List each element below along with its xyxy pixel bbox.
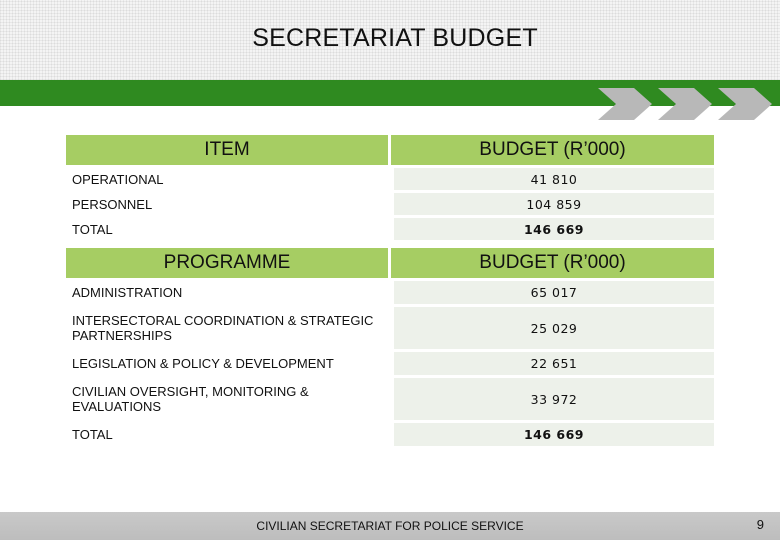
row-label: CIVILIAN OVERSIGHT, MONITORING & EVALUAT… [66, 378, 391, 420]
row-value: 25 029 [391, 307, 714, 349]
table-header-row: ITEM BUDGET (R’000) [66, 135, 714, 165]
footer-organisation: CIVILIAN SECRETARIAT FOR POLICE SERVICE [256, 519, 524, 533]
row-label: LEGISLATION & POLICY & DEVELOPMENT [66, 352, 391, 375]
row-value: 146 669 [391, 218, 714, 240]
table-row: OPERATIONAL 41 810 [66, 168, 714, 190]
slide-title: SECRETARIAT BUDGET [252, 24, 538, 52]
budget-column-header: BUDGET (R’000) [391, 248, 714, 278]
row-value: 104 859 [391, 193, 714, 215]
table-row: PERSONNEL 104 859 [66, 193, 714, 215]
budget-column-header: BUDGET (R’000) [391, 135, 714, 165]
chevron-right-icon [598, 88, 652, 120]
row-label: TOTAL [66, 423, 391, 446]
green-accent-bar [0, 80, 780, 106]
header-band [0, 0, 780, 80]
row-value: 33 972 [391, 378, 714, 420]
programme-budget-table: PROGRAMME BUDGET (R’000) ADMINISTRATION … [66, 245, 714, 449]
table-row: CIVILIAN OVERSIGHT, MONITORING & EVALUAT… [66, 378, 714, 420]
table-row: INTERSECTORAL COORDINATION & STRATEGIC P… [66, 307, 714, 349]
table-row: LEGISLATION & POLICY & DEVELOPMENT 22 65… [66, 352, 714, 375]
row-label: TOTAL [66, 218, 391, 240]
chevron-right-icon [658, 88, 712, 120]
table-row: TOTAL 146 669 [66, 218, 714, 240]
table-row: TOTAL 146 669 [66, 423, 714, 446]
row-value: 146 669 [391, 423, 714, 446]
row-label: OPERATIONAL [66, 168, 391, 190]
chevron-right-icon [718, 88, 772, 120]
row-label: INTERSECTORAL COORDINATION & STRATEGIC P… [66, 307, 391, 349]
table-header-row: PROGRAMME BUDGET (R’000) [66, 248, 714, 278]
row-value: 22 651 [391, 352, 714, 375]
item-budget-table: ITEM BUDGET (R’000) OPERATIONAL 41 810 P… [66, 132, 714, 243]
table-row: ADMINISTRATION 65 017 [66, 281, 714, 304]
page-number: 9 [756, 517, 764, 532]
footer-band [0, 512, 780, 540]
item-column-header: ITEM [66, 135, 391, 165]
row-label: PERSONNEL [66, 193, 391, 215]
row-value: 65 017 [391, 281, 714, 304]
chevron-arrows [598, 88, 772, 120]
programme-column-header: PROGRAMME [66, 248, 391, 278]
row-value: 41 810 [391, 168, 714, 190]
row-label: ADMINISTRATION [66, 281, 391, 304]
